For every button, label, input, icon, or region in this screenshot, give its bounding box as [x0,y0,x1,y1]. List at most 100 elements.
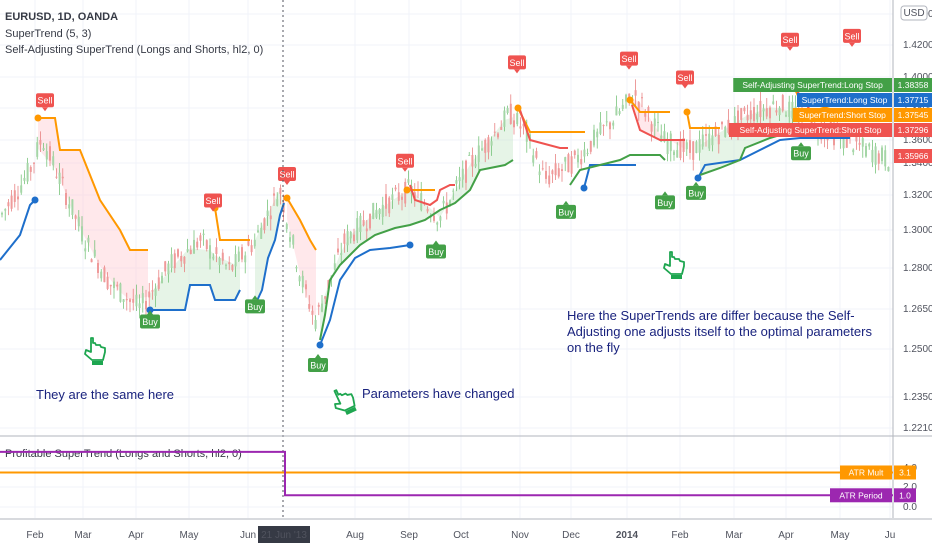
signal-pointer [315,354,321,359]
candle-body [753,106,755,122]
signal-pointer [514,69,520,74]
candle-body [237,251,240,261]
annotation-changed: Parameters have changed [362,386,514,401]
candle-body [503,110,506,127]
series-value-label: 1.0 [899,490,911,500]
candle-body [55,176,58,178]
candle-body [474,163,477,167]
candle-body [71,199,74,215]
candle-body [87,237,90,243]
price-value-tag [894,149,932,163]
sell-signal: Sell [843,28,861,47]
candle-body [84,248,87,252]
candle-body [359,215,362,232]
y-tick-label: 1.25000 [903,344,932,355]
pointing-hand-icon [663,251,685,279]
short-stop-start-dot [34,114,42,122]
chart-title: EURUSD, 1D, OANDA [5,11,118,23]
candle-body [426,208,429,212]
candle-body [180,255,183,262]
long-stop-start-dot [146,306,154,314]
y-tick-label: 1.30000 [903,225,932,236]
short-stop-start-dot [626,96,634,104]
candle-body [490,141,493,146]
candle-body [737,110,739,131]
price-value-label: 1.37715 [898,95,929,105]
x-tick-label: Mar [725,530,743,541]
candle-body [90,259,93,263]
candle-body [858,142,861,145]
candle-body [257,230,259,233]
candle-body [477,145,480,162]
candle-body [471,154,474,167]
candle-body [698,139,701,153]
candle-body [877,153,880,164]
candle-body [733,116,736,129]
pointing-hand-icon [84,337,106,365]
supertrend-short-stop-line [517,107,585,133]
candle-body [497,133,499,138]
signal-label: Sell [37,96,52,106]
candle-body [884,150,887,167]
candle-body [794,106,797,110]
candle-body [785,114,787,117]
candle-body [612,122,615,126]
candle-body [23,177,26,181]
candle-body [202,233,205,236]
candle-body [289,237,291,242]
candle-body [788,101,791,117]
candle-body [157,277,160,289]
candle-body [605,121,608,123]
hand-cuff [345,406,357,416]
candle-body [186,249,189,252]
signal-pointer [433,240,439,245]
crosshair-date-label: 21 Jun '13 [261,530,307,541]
candle-body [705,134,707,136]
x-tick-label: Nov [511,530,529,541]
candle-body [189,249,192,255]
candle-body [17,196,19,200]
candle-body [33,162,35,164]
buy-signal: Buy [140,310,160,329]
signal-pointer [693,181,699,186]
candle-body [247,241,250,246]
y-tick-label: 1.32000 [903,190,932,201]
candle-body [228,262,231,265]
candle-body [333,263,336,270]
self-adjusting-long-stop-line [569,154,666,186]
candle-body [61,176,64,179]
candle-body [397,192,400,201]
candle-body [260,227,263,239]
signal-label: Sell [509,58,524,68]
candle-body [263,218,266,231]
price-tags: Self-Adjusting SuperTrend:Long Stop 1.383… [729,78,932,163]
candle-body [317,304,320,307]
self-adjusting-short-stop-line [631,104,685,141]
candle-body [727,119,730,133]
long-stop-start-dot [406,241,414,249]
candle-body [353,234,355,242]
candle-body [234,254,237,267]
self-adjusting-long-stop-line [319,159,514,341]
signal-label: Buy [142,317,158,327]
long-stop-start-dot [694,174,702,182]
candle-body [650,124,653,132]
candle-body [721,121,723,125]
buy-signal: Buy [308,354,328,373]
candle-body [308,304,311,309]
supertrend-short-stop-line [38,117,148,251]
x-tick-label: 2014 [616,530,639,541]
supertrend-short-stop-line [214,207,250,241]
y-tick-label: 1.26500 [903,304,932,315]
candle-body [541,168,544,170]
long-stop-start-dot [316,341,324,349]
sell-signal: Sell [676,70,694,89]
candle-body [673,151,675,155]
buy-sell-signals: Sell Buy Sell Buy Sell Buy Sell Buy Sell Buy Sell B… [36,28,861,373]
price-value-tag [894,108,932,122]
signal-box [620,51,638,66]
signal-pointer [42,107,48,112]
candle-body [10,195,13,209]
signal-pointer [849,42,855,47]
